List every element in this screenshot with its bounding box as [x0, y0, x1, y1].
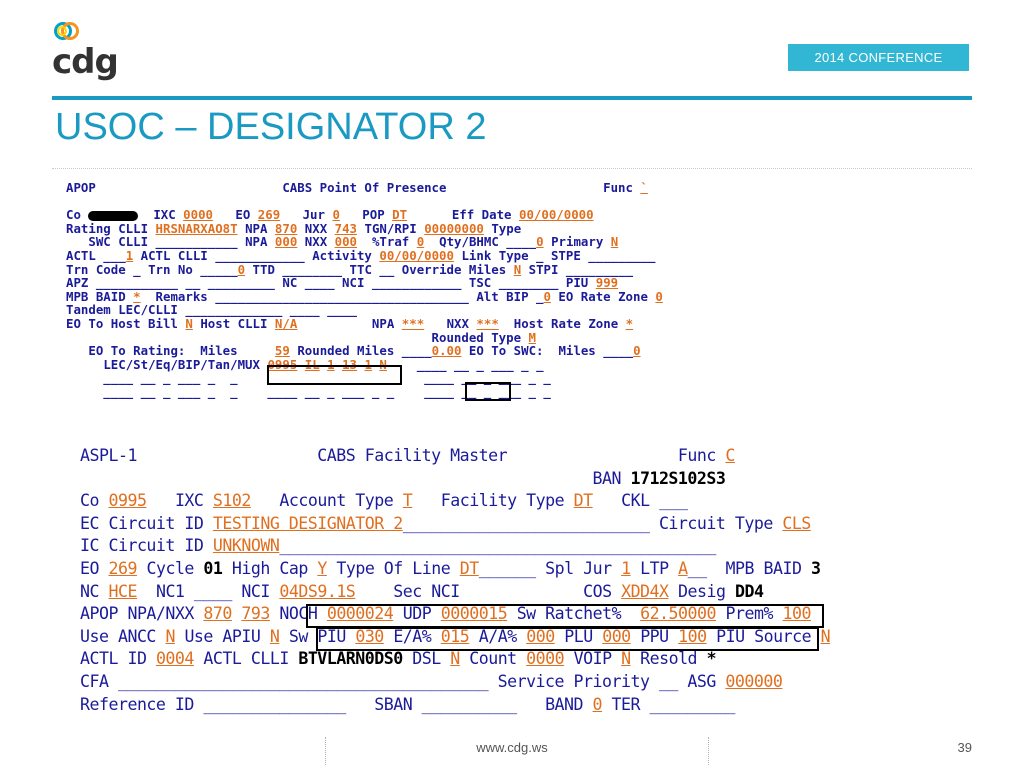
miles-highlight-box: [267, 365, 402, 385]
tan-highlight-box: [465, 382, 511, 401]
page-number: 39: [957, 740, 972, 755]
logo-text: cdg: [52, 42, 119, 82]
redacted-mask: [88, 210, 139, 221]
footer-url: www.cdg.ws: [476, 740, 548, 755]
footer-separator-right: [708, 737, 709, 765]
screen-aspl: ASPL-1 CABS Facility Master Func C BAN 1…: [80, 446, 831, 714]
screen-apop: APOP CABS Point Of Presence Func ` Co IX…: [66, 180, 663, 399]
conference-badge: 2014 CONFERENCE: [788, 44, 969, 71]
cdg-logo: cdg: [52, 22, 122, 82]
dotted-divider: [52, 168, 972, 169]
title-rule: [52, 96, 972, 100]
logo-rings-icon: [54, 22, 84, 44]
footer-separator-left: [325, 737, 326, 765]
page-title: USOC – DESIGNATOR 2: [55, 106, 487, 148]
sw-piu-highlight-box: [316, 627, 819, 651]
noch-ratchet-highlight-box: [306, 604, 824, 628]
